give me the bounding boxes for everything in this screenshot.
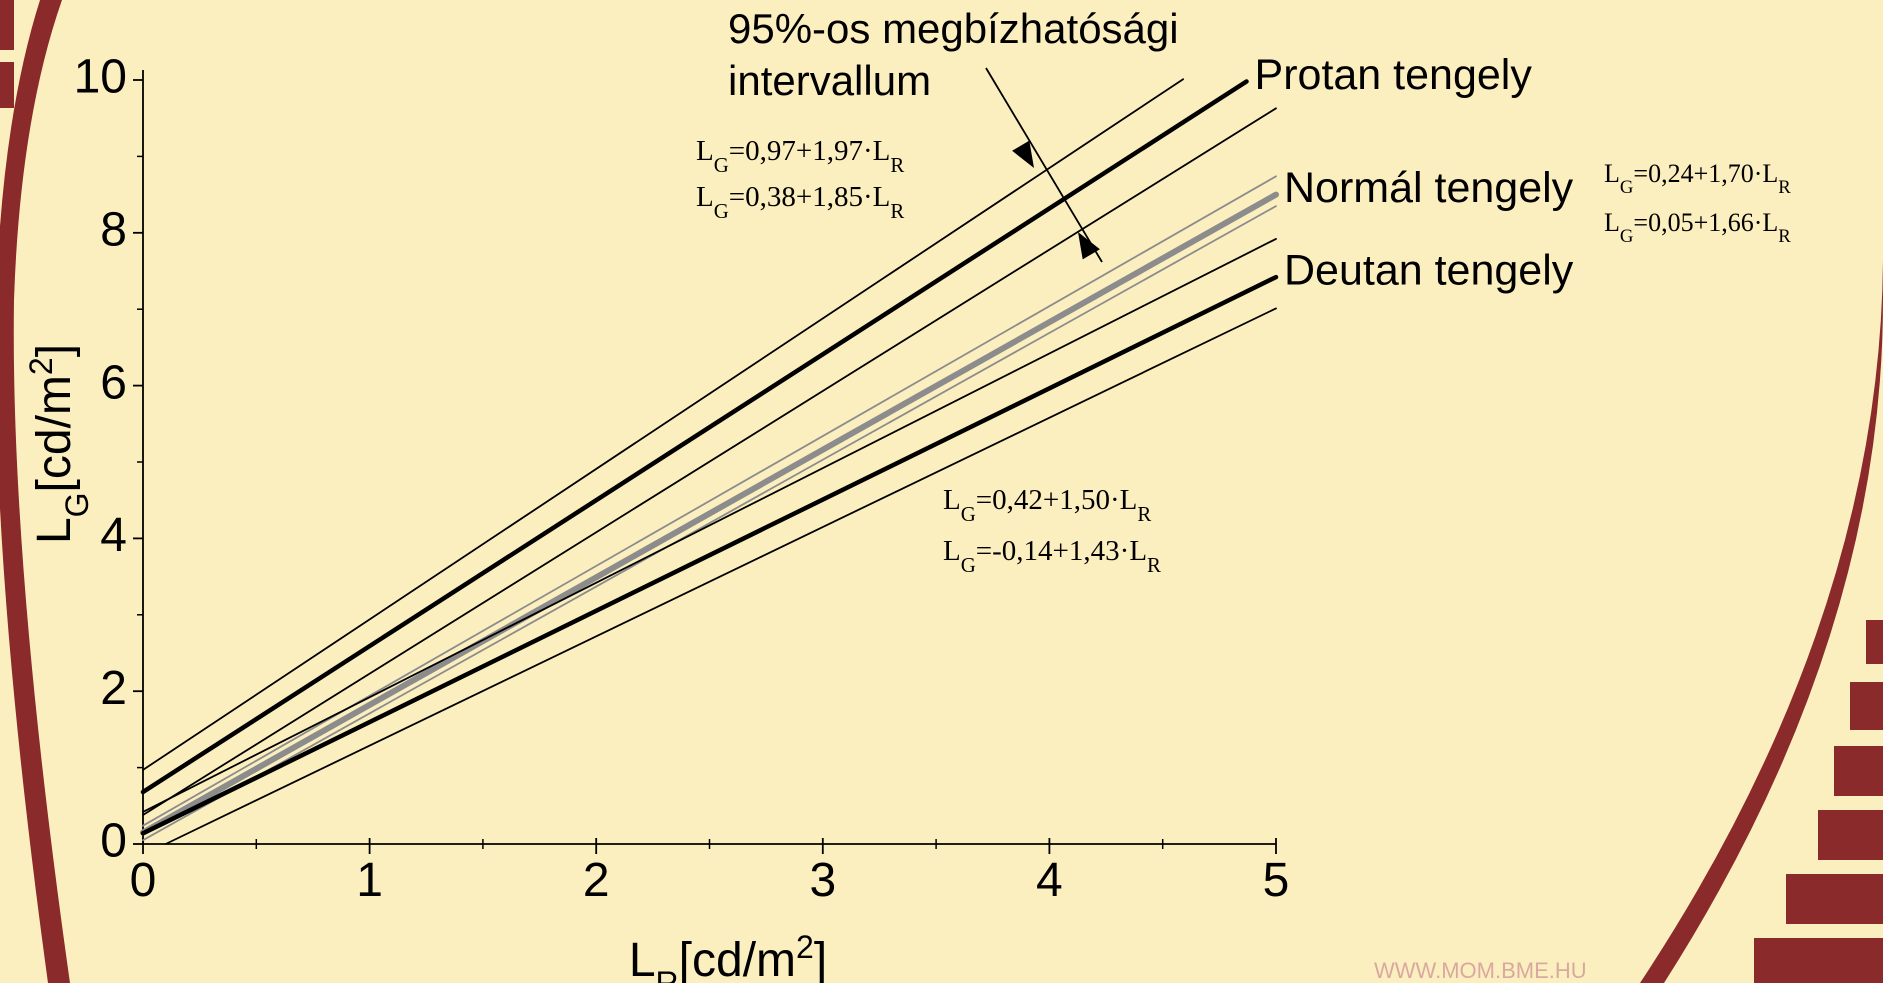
equation-part: L — [943, 484, 961, 516]
equation-part: =0,05+1,66·L — [1633, 208, 1778, 237]
y-axis-title-part: G — [59, 492, 95, 517]
x-axis-title: LR[cd/m2] — [629, 929, 827, 983]
equation-part: L — [1604, 208, 1620, 237]
equation-part: G — [1620, 226, 1634, 247]
equation-part: R — [1778, 226, 1791, 247]
arrow-line — [985, 67, 1103, 263]
equation-part: L — [1604, 159, 1620, 188]
series-line — [142, 238, 1277, 813]
equation-part: L — [696, 135, 714, 167]
equation-part: =0,24+1,70·L — [1633, 159, 1778, 188]
y-axis-title-part: 2 — [23, 357, 59, 375]
x-tick-label: 3 — [809, 854, 836, 907]
x-axis-title-part: L — [629, 934, 656, 983]
interval-label: intervallum — [728, 57, 931, 104]
right-stripe — [1754, 938, 1883, 983]
series-line — [142, 175, 1277, 827]
y-tick-label: 0 — [100, 815, 127, 868]
series-line — [142, 205, 1277, 842]
y-tick-label: 8 — [100, 203, 127, 256]
series-label: Normál tengely — [1284, 164, 1574, 212]
right-stripe — [1834, 746, 1883, 796]
y-axis-title-part: [cd/m — [28, 375, 81, 492]
equation-part: R — [1137, 502, 1151, 526]
equation-part: R — [890, 199, 904, 223]
equation-part: R — [1147, 553, 1161, 577]
equation: LG=0,42+1,50·LR — [943, 484, 1151, 526]
equation-part: G — [961, 502, 976, 526]
series-label: Protan tengely — [1255, 51, 1533, 99]
x-axis-title-part: [cd/m — [679, 934, 796, 983]
interval-label: 95%-os megbízhatósági — [728, 5, 1179, 52]
equation: LG=0,24+1,70·LR — [1604, 159, 1791, 198]
equation-part: =-0,14+1,43·L — [976, 535, 1147, 567]
equation-part: G — [1620, 177, 1634, 198]
equation-part: L — [696, 181, 714, 213]
series-label: Deutan tengely — [1284, 246, 1574, 294]
right-stripe — [1850, 682, 1883, 730]
equation-part: =0,42+1,50·L — [976, 484, 1138, 516]
series-line — [140, 79, 1249, 795]
equation-part: R — [890, 153, 904, 177]
equation-part: R — [1778, 177, 1791, 198]
y-tick-label: 2 — [100, 662, 127, 715]
series-line — [140, 274, 1279, 836]
right-stripe — [1786, 874, 1883, 924]
left-stripe — [0, 0, 14, 50]
interval-arrow — [985, 67, 1103, 263]
left-arc — [0, 0, 70, 983]
arrow-head — [1012, 140, 1034, 168]
x-tick-label: 1 — [356, 854, 383, 907]
arrow-head — [1078, 232, 1100, 260]
y-tick-label: 10 — [74, 51, 127, 104]
x-axis-title-part: R — [656, 965, 679, 983]
x-axis-title-part: ] — [814, 934, 827, 983]
series-line — [140, 191, 1279, 836]
equation-part: G — [714, 199, 729, 223]
right-stripe — [1866, 620, 1883, 664]
x-tick-label: 5 — [1263, 854, 1290, 907]
equation-part: =0,97+1,97·L — [729, 135, 891, 167]
footer: WWW.MOM.BME.HU — [1374, 958, 1587, 983]
series-line — [142, 78, 1184, 771]
series-line — [142, 107, 1277, 816]
equation-part: L — [943, 535, 961, 567]
x-tick-label: 4 — [1036, 854, 1063, 907]
x-tick-label: 0 — [130, 854, 157, 907]
y-tick-label: 4 — [100, 509, 127, 562]
equation-part: =0,38+1,85·L — [729, 181, 891, 213]
y-axis-title: LG[cd/m2] — [23, 344, 95, 544]
left-stripe — [0, 62, 14, 108]
equation-part: G — [714, 153, 729, 177]
equation: LG=0,05+1,66·LR — [1604, 208, 1791, 247]
series-line — [164, 307, 1277, 845]
equation: LG=0,38+1,85·LR — [696, 181, 904, 223]
x-axis-title-part: 2 — [796, 929, 814, 965]
right-stripe — [1818, 810, 1883, 860]
equation: LG=0,97+1,97·LR — [696, 135, 904, 177]
y-tick-label: 6 — [100, 356, 127, 409]
x-tick-label: 2 — [583, 854, 610, 907]
equation: LG=-0,14+1,43·LR — [943, 535, 1161, 577]
equation-part: G — [961, 553, 976, 577]
y-axis-title-part: ] — [28, 344, 81, 357]
y-axis-title-part: L — [28, 517, 81, 544]
